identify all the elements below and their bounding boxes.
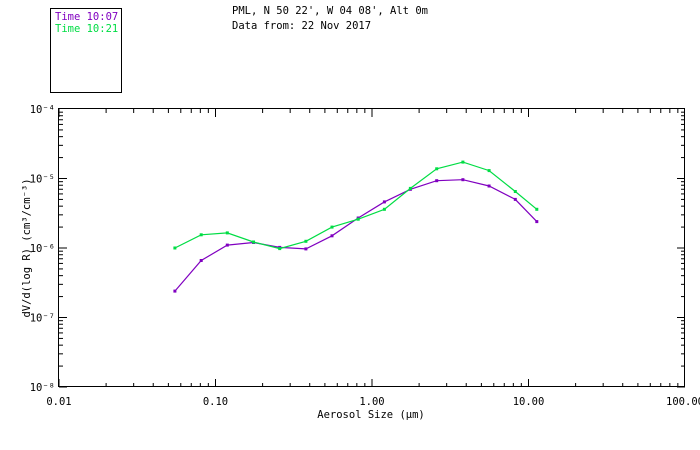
data-point <box>535 220 539 224</box>
data-point <box>252 240 255 244</box>
data-point <box>304 247 308 251</box>
y-axis-label: dV/d(log R) (cm³/cm⁻³) <box>21 178 33 317</box>
data-point <box>304 239 308 243</box>
x-tick-label: 0.01 <box>46 396 71 408</box>
series-line <box>174 161 538 250</box>
data-point <box>513 197 517 201</box>
y-tick-label: 10⁻⁸ <box>30 382 55 394</box>
data-date-line: Data from: 22 Nov 2017 <box>232 20 371 32</box>
data-point <box>330 225 334 229</box>
data-point <box>225 243 229 247</box>
x-tick-label: 10.00 <box>513 396 545 408</box>
y-tick-label: 10⁻⁵ <box>30 174 55 186</box>
data-point <box>461 178 465 182</box>
data-series <box>173 160 539 293</box>
data-point <box>356 217 360 221</box>
x-axis-label: Aerosol Size (μm) <box>317 409 424 421</box>
data-point <box>173 289 177 293</box>
x-tick-label: 1.00 <box>359 396 384 408</box>
axis-ticks <box>58 109 685 388</box>
data-point <box>199 233 203 237</box>
data-point <box>199 259 203 262</box>
data-point <box>435 179 439 183</box>
y-tick-label: 10⁻⁶ <box>30 243 55 255</box>
series-1 <box>173 178 539 293</box>
plot-frame <box>58 108 685 387</box>
x-tick-labels: 0.01 0.10 1.00 10.00 100.00 <box>46 396 700 408</box>
data-point <box>173 246 177 250</box>
series-line <box>174 179 538 292</box>
data-point <box>225 231 229 235</box>
data-point <box>408 186 412 190</box>
data-point <box>278 247 282 251</box>
data-point <box>382 200 386 204</box>
data-point <box>513 190 517 193</box>
y-tick-label: 10⁻⁴ <box>30 104 55 116</box>
x-tick-label: 100.00 <box>666 396 700 408</box>
legend-box <box>50 8 122 93</box>
legend-entry-1: Time 10:07 <box>55 11 118 23</box>
y-tick-label: 10⁻⁷ <box>30 313 55 325</box>
data-point <box>535 207 539 211</box>
series-2 <box>173 160 539 251</box>
data-point <box>382 207 386 211</box>
data-point <box>330 234 334 238</box>
legend-entry-2: Time 10:21 <box>55 23 118 35</box>
x-tick-label: 0.10 <box>203 396 228 408</box>
data-point <box>461 160 465 164</box>
y-tick-labels: 10⁻⁸ 10⁻⁷ 10⁻⁶ 10⁻⁵ 10⁻⁴ <box>30 104 55 394</box>
data-point <box>435 167 439 171</box>
data-point <box>487 184 491 188</box>
site-location-line: PML, N 50 22', W 04 08', Alt 0m <box>232 5 428 17</box>
data-point <box>487 169 491 173</box>
